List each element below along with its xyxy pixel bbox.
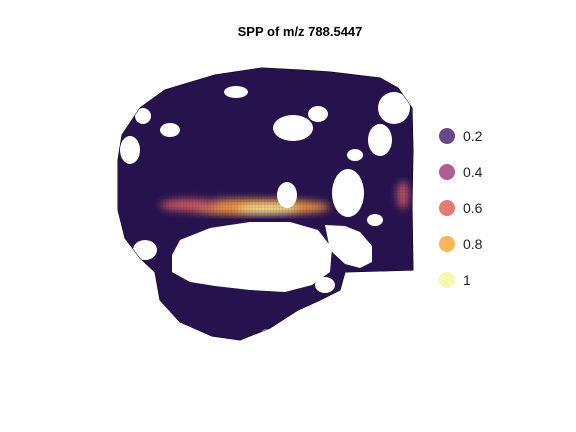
- legend-swatch: [439, 236, 455, 252]
- legend-label: 0.6: [463, 200, 483, 216]
- heatmap: [118, 68, 413, 340]
- legend-swatch: [439, 200, 455, 216]
- legend-swatch: [439, 164, 455, 180]
- empty-regions: [120, 86, 410, 340]
- legend-label: 1: [463, 272, 471, 288]
- legend-swatch: [439, 272, 455, 288]
- legend-label: 0.4: [463, 164, 483, 180]
- chart-title: SPP of m/z 788.5447: [238, 24, 363, 39]
- legend-swatch: [439, 128, 455, 144]
- legend-label: 0.8: [463, 236, 483, 252]
- pixel-grid: [118, 68, 413, 340]
- legend-label: 0.2: [463, 128, 483, 144]
- legend: 0.2 0.4 0.6 0.8 1: [439, 128, 483, 288]
